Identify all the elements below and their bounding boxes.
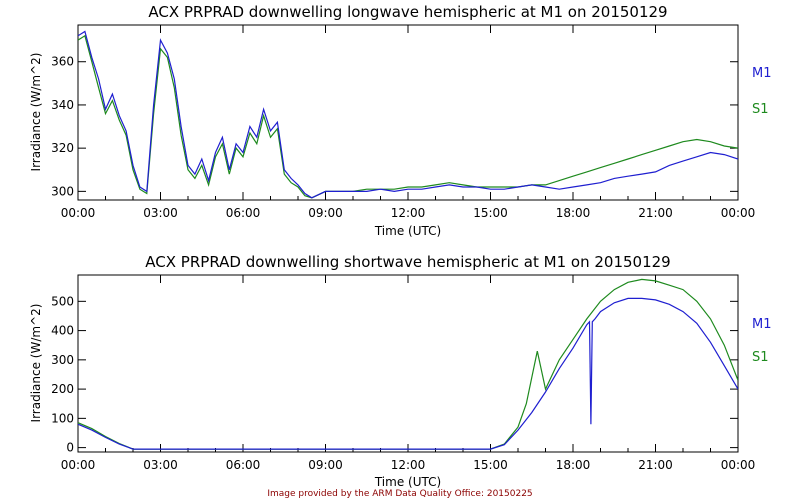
x-axis-label: Time (UTC) xyxy=(374,224,441,238)
legend-m1: M1 xyxy=(752,66,772,81)
x-axis: 00:00 03:00 06:00 09:00 12:00 15:00 18:00 21:00… xyxy=(61,275,756,472)
x-axis-label: Time (UTC) xyxy=(374,475,441,489)
x-tick-label: 18:00 xyxy=(556,458,591,472)
x-tick-label: 21:00 xyxy=(638,206,673,220)
x-tick-label: 18:00 xyxy=(556,206,591,220)
legend-s1: S1 xyxy=(752,350,769,365)
y-axis-label: Irradiance (W/m^2) xyxy=(29,53,43,172)
x-tick-label: 12:00 xyxy=(391,206,426,220)
x-tick-label: 15:00 xyxy=(473,458,508,472)
y-tick-label: 0 xyxy=(66,441,74,455)
y-tick-label: 500 xyxy=(51,294,74,308)
y-axis-label: Irradiance (W/m^2) xyxy=(29,304,43,423)
x-tick-label: 09:00 xyxy=(308,458,343,472)
series-line-m1 xyxy=(78,297,738,450)
y-tick-label: 340 xyxy=(51,98,74,112)
y-tick-label: 100 xyxy=(51,411,74,425)
x-tick-label: 00:00 xyxy=(61,458,96,472)
shortwave-chart: ACX PRPRAD downwelling shortwave hemisph… xyxy=(29,253,772,489)
y-axis: 0 100 200 300 400 500 xyxy=(51,294,738,455)
series-lines xyxy=(78,278,738,450)
y-tick-label: 360 xyxy=(51,55,74,69)
y-tick-label: 320 xyxy=(51,141,74,155)
x-tick-label: 12:00 xyxy=(391,458,426,472)
chart-title: ACX PRPRAD downwelling longwave hemisphe… xyxy=(148,3,667,21)
y-tick-label: 200 xyxy=(51,382,74,396)
series-lines xyxy=(78,30,738,199)
longwave-chart: ACX PRPRAD downwelling longwave hemisphe… xyxy=(29,3,772,238)
x-tick-label: 03:00 xyxy=(143,206,178,220)
x-tick-label: 21:00 xyxy=(638,458,673,472)
series-line-s1 xyxy=(78,278,738,450)
x-tick-label: 06:00 xyxy=(226,458,261,472)
x-tick-label: 09:00 xyxy=(308,206,343,220)
y-tick-label: 300 xyxy=(51,353,74,367)
credit-text: Image provided by the ARM Data Quality O… xyxy=(267,489,532,499)
x-axis: 00:00 03:00 06:00 09:00 12:00 15:00 18:00 21:00… xyxy=(61,25,756,220)
plot-frame xyxy=(77,24,739,201)
x-tick-label: 00:00 xyxy=(61,206,96,220)
legend-s1: S1 xyxy=(752,102,769,117)
y-axis: 300 320 340 360 xyxy=(51,55,738,198)
series-line-s1 xyxy=(78,34,738,199)
x-tick-label: 03:00 xyxy=(143,458,178,472)
x-tick-label: 15:00 xyxy=(473,206,508,220)
series-line-m1 xyxy=(78,30,738,199)
y-tick-label: 400 xyxy=(51,324,74,338)
chart-title: ACX PRPRAD downwelling shortwave hemisph… xyxy=(145,253,670,271)
y-tick-label: 300 xyxy=(51,184,74,198)
x-tick-label: 00:00 xyxy=(721,458,756,472)
plot-frame xyxy=(77,274,739,453)
x-tick-label: 00:00 xyxy=(721,206,756,220)
x-tick-label: 06:00 xyxy=(226,206,261,220)
legend-m1: M1 xyxy=(752,317,772,332)
